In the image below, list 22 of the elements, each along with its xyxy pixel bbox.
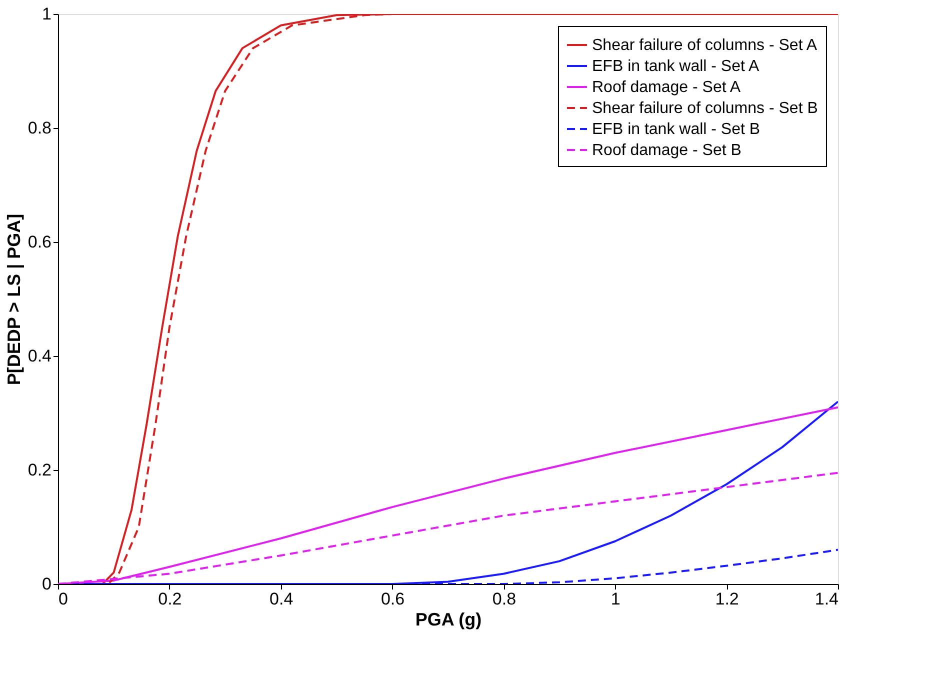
x-tick-label: 0.2 — [158, 590, 182, 608]
y-tick-label: 0.8 — [28, 118, 52, 138]
x-tick-label: 1.2 — [715, 590, 739, 608]
y-tick-label: 1 — [42, 4, 52, 24]
y-tick-label: 0 — [42, 574, 52, 594]
legend-label: Roof damage - Set A — [592, 79, 741, 96]
y-axis-title: P[DEDP > LS | PGA] — [4, 214, 24, 386]
legend-label: Shear failure of columns - Set B — [592, 100, 818, 117]
legend-label: EFB in tank wall - Set A — [592, 58, 760, 75]
legend-label: Roof damage - Set B — [592, 142, 742, 159]
x-axis-title: PGA (g) — [415, 610, 482, 630]
x-tick-label: 0.6 — [380, 590, 405, 608]
y-tick-label: 0.4 — [28, 346, 52, 366]
x-tick-label: 0.8 — [492, 590, 516, 608]
x-tick-label: 1.4 — [814, 590, 838, 608]
legend-label: EFB in tank wall - Set B — [592, 121, 760, 138]
legend-label: Shear failure of columns - Set A — [592, 37, 818, 54]
x-tick-label: 0.4 — [270, 590, 294, 608]
x-tick-label: 0 — [58, 590, 68, 608]
y-tick-label: 0.2 — [28, 460, 52, 480]
y-tick-label: 0.6 — [28, 232, 52, 252]
x-tick-label: 1 — [610, 590, 620, 608]
